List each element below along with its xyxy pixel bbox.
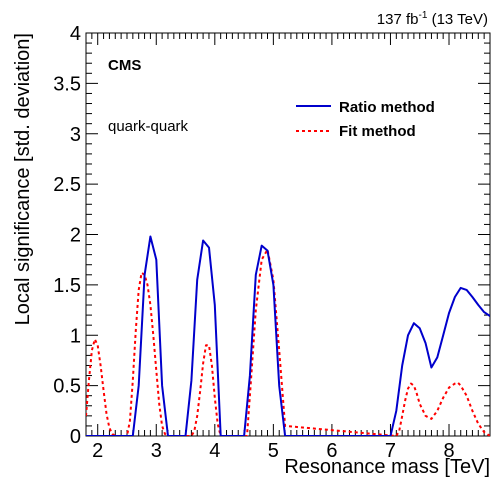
x-tick-label: 4 xyxy=(209,440,220,462)
x-axis-title: Resonance mass [TeV] xyxy=(284,456,490,478)
experiment-label: CMS xyxy=(108,57,141,74)
x-tick-label: 7 xyxy=(385,440,396,462)
x-tick-label: 6 xyxy=(326,440,337,462)
annotation-label: quark-quark xyxy=(108,118,189,135)
y-tick-label: 0.5 xyxy=(53,376,81,398)
y-tick-label: 4 xyxy=(70,23,81,45)
y-tick-label: 3.5 xyxy=(53,73,81,95)
y-tick-label: 2 xyxy=(70,225,81,247)
y-tick-label: 2.5 xyxy=(53,174,81,196)
plot-frame xyxy=(85,32,491,437)
axis-ticks xyxy=(85,32,491,437)
x-tick-label: 2 xyxy=(92,440,103,462)
y-tick-label: 1 xyxy=(70,325,81,347)
legend-label-fit: Fit method xyxy=(339,123,416,140)
y-tick-label: 3 xyxy=(70,124,81,146)
x-tick-label: 5 xyxy=(268,440,279,462)
series-layer xyxy=(86,235,490,436)
x-tick-label: 8 xyxy=(443,440,454,462)
y-tick-label: 0 xyxy=(70,426,81,448)
y-axis-title: Local significance [std. deviation] xyxy=(12,33,34,325)
y-tick-labels: 0 0.5 1 1.5 2 2.5 3 3.5 4 xyxy=(53,23,81,448)
luminosity-label: 137 fb-1 (13 TeV) xyxy=(377,10,488,28)
x-tick-label: 3 xyxy=(151,440,162,462)
legend-label-ratio: Ratio method xyxy=(339,99,435,116)
y-tick-label: 1.5 xyxy=(53,275,81,297)
series-line-ratio-method xyxy=(86,235,490,436)
legend: Ratio method Fit method xyxy=(296,99,435,140)
x-tick-labels: 2 3 4 5 6 7 8 xyxy=(92,440,454,462)
series-line-fit-method xyxy=(86,248,490,436)
